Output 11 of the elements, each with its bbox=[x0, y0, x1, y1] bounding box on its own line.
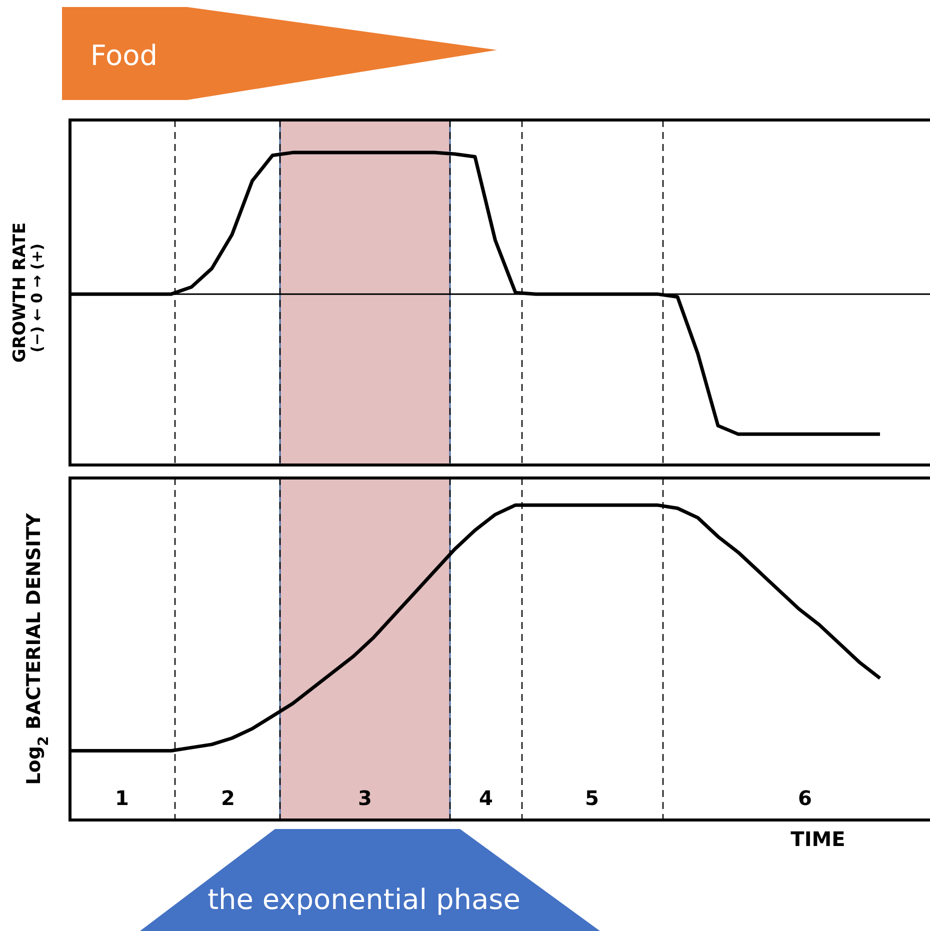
annotation: 1 bbox=[115, 786, 129, 810]
x-axis-title: TIME bbox=[790, 827, 846, 851]
annotation: 5 bbox=[585, 786, 599, 810]
y-axis-title: GROWTH RATE bbox=[10, 222, 30, 363]
annotation: 6 bbox=[798, 786, 812, 810]
annotation: 3 bbox=[358, 786, 372, 810]
annotation: 2 bbox=[221, 786, 235, 810]
text: the exponential phase bbox=[208, 883, 520, 916]
text: Food bbox=[90, 39, 158, 72]
annotation: 4 bbox=[479, 786, 493, 810]
text: (−) ← 0 → (+) bbox=[28, 243, 46, 353]
